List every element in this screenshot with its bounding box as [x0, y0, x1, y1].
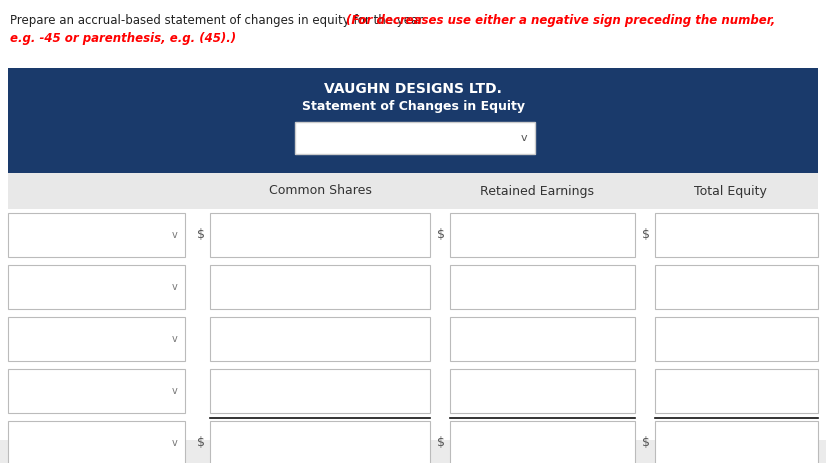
Bar	[450, 369, 635, 413]
Text: VAUGHN DESIGNS LTD.: VAUGHN DESIGNS LTD.	[324, 82, 502, 96]
Text: v: v	[171, 282, 177, 292]
Text: $: $	[197, 437, 205, 450]
Text: e.g. -45 or parenthesis, e.g. (45).): e.g. -45 or parenthesis, e.g. (45).)	[10, 32, 236, 45]
Bar	[450, 421, 635, 463]
Text: (For decreases use either a negative sign preceding the number,: (For decreases use either a negative sig…	[346, 14, 776, 27]
Bar	[8, 265, 185, 309]
Bar	[655, 369, 818, 413]
Bar	[655, 265, 818, 309]
Text: Statement of Changes in Equity: Statement of Changes in Equity	[301, 100, 525, 113]
Bar	[655, 421, 818, 463]
Text: v: v	[171, 386, 177, 396]
Bar	[210, 421, 430, 463]
Text: $: $	[642, 437, 650, 450]
Text: v: v	[171, 230, 177, 240]
Text: $: $	[437, 229, 445, 242]
Bar	[295, 122, 535, 154]
Bar	[8, 421, 185, 463]
Bar	[8, 317, 185, 361]
Text: Prepare an accrual-based statement of changes in equity for the year.: Prepare an accrual-based statement of ch…	[10, 14, 430, 27]
Bar	[655, 213, 818, 257]
Text: Common Shares: Common Shares	[268, 184, 372, 198]
Text: v: v	[520, 133, 527, 143]
Bar	[8, 369, 185, 413]
Text: Total Equity: Total Equity	[694, 184, 767, 198]
Bar	[8, 68, 818, 173]
Bar	[655, 317, 818, 361]
Bar	[8, 213, 185, 257]
Text: Retained Earnings: Retained Earnings	[480, 184, 594, 198]
Bar	[210, 213, 430, 257]
Bar	[450, 265, 635, 309]
Bar	[0, 440, 826, 463]
Bar	[8, 173, 818, 209]
Text: $: $	[437, 437, 445, 450]
Text: v: v	[171, 334, 177, 344]
Bar	[450, 317, 635, 361]
Bar	[210, 265, 430, 309]
Bar	[210, 317, 430, 361]
Text: $: $	[197, 229, 205, 242]
Bar	[210, 369, 430, 413]
Bar	[450, 213, 635, 257]
Text: v: v	[171, 438, 177, 448]
Text: $: $	[642, 229, 650, 242]
